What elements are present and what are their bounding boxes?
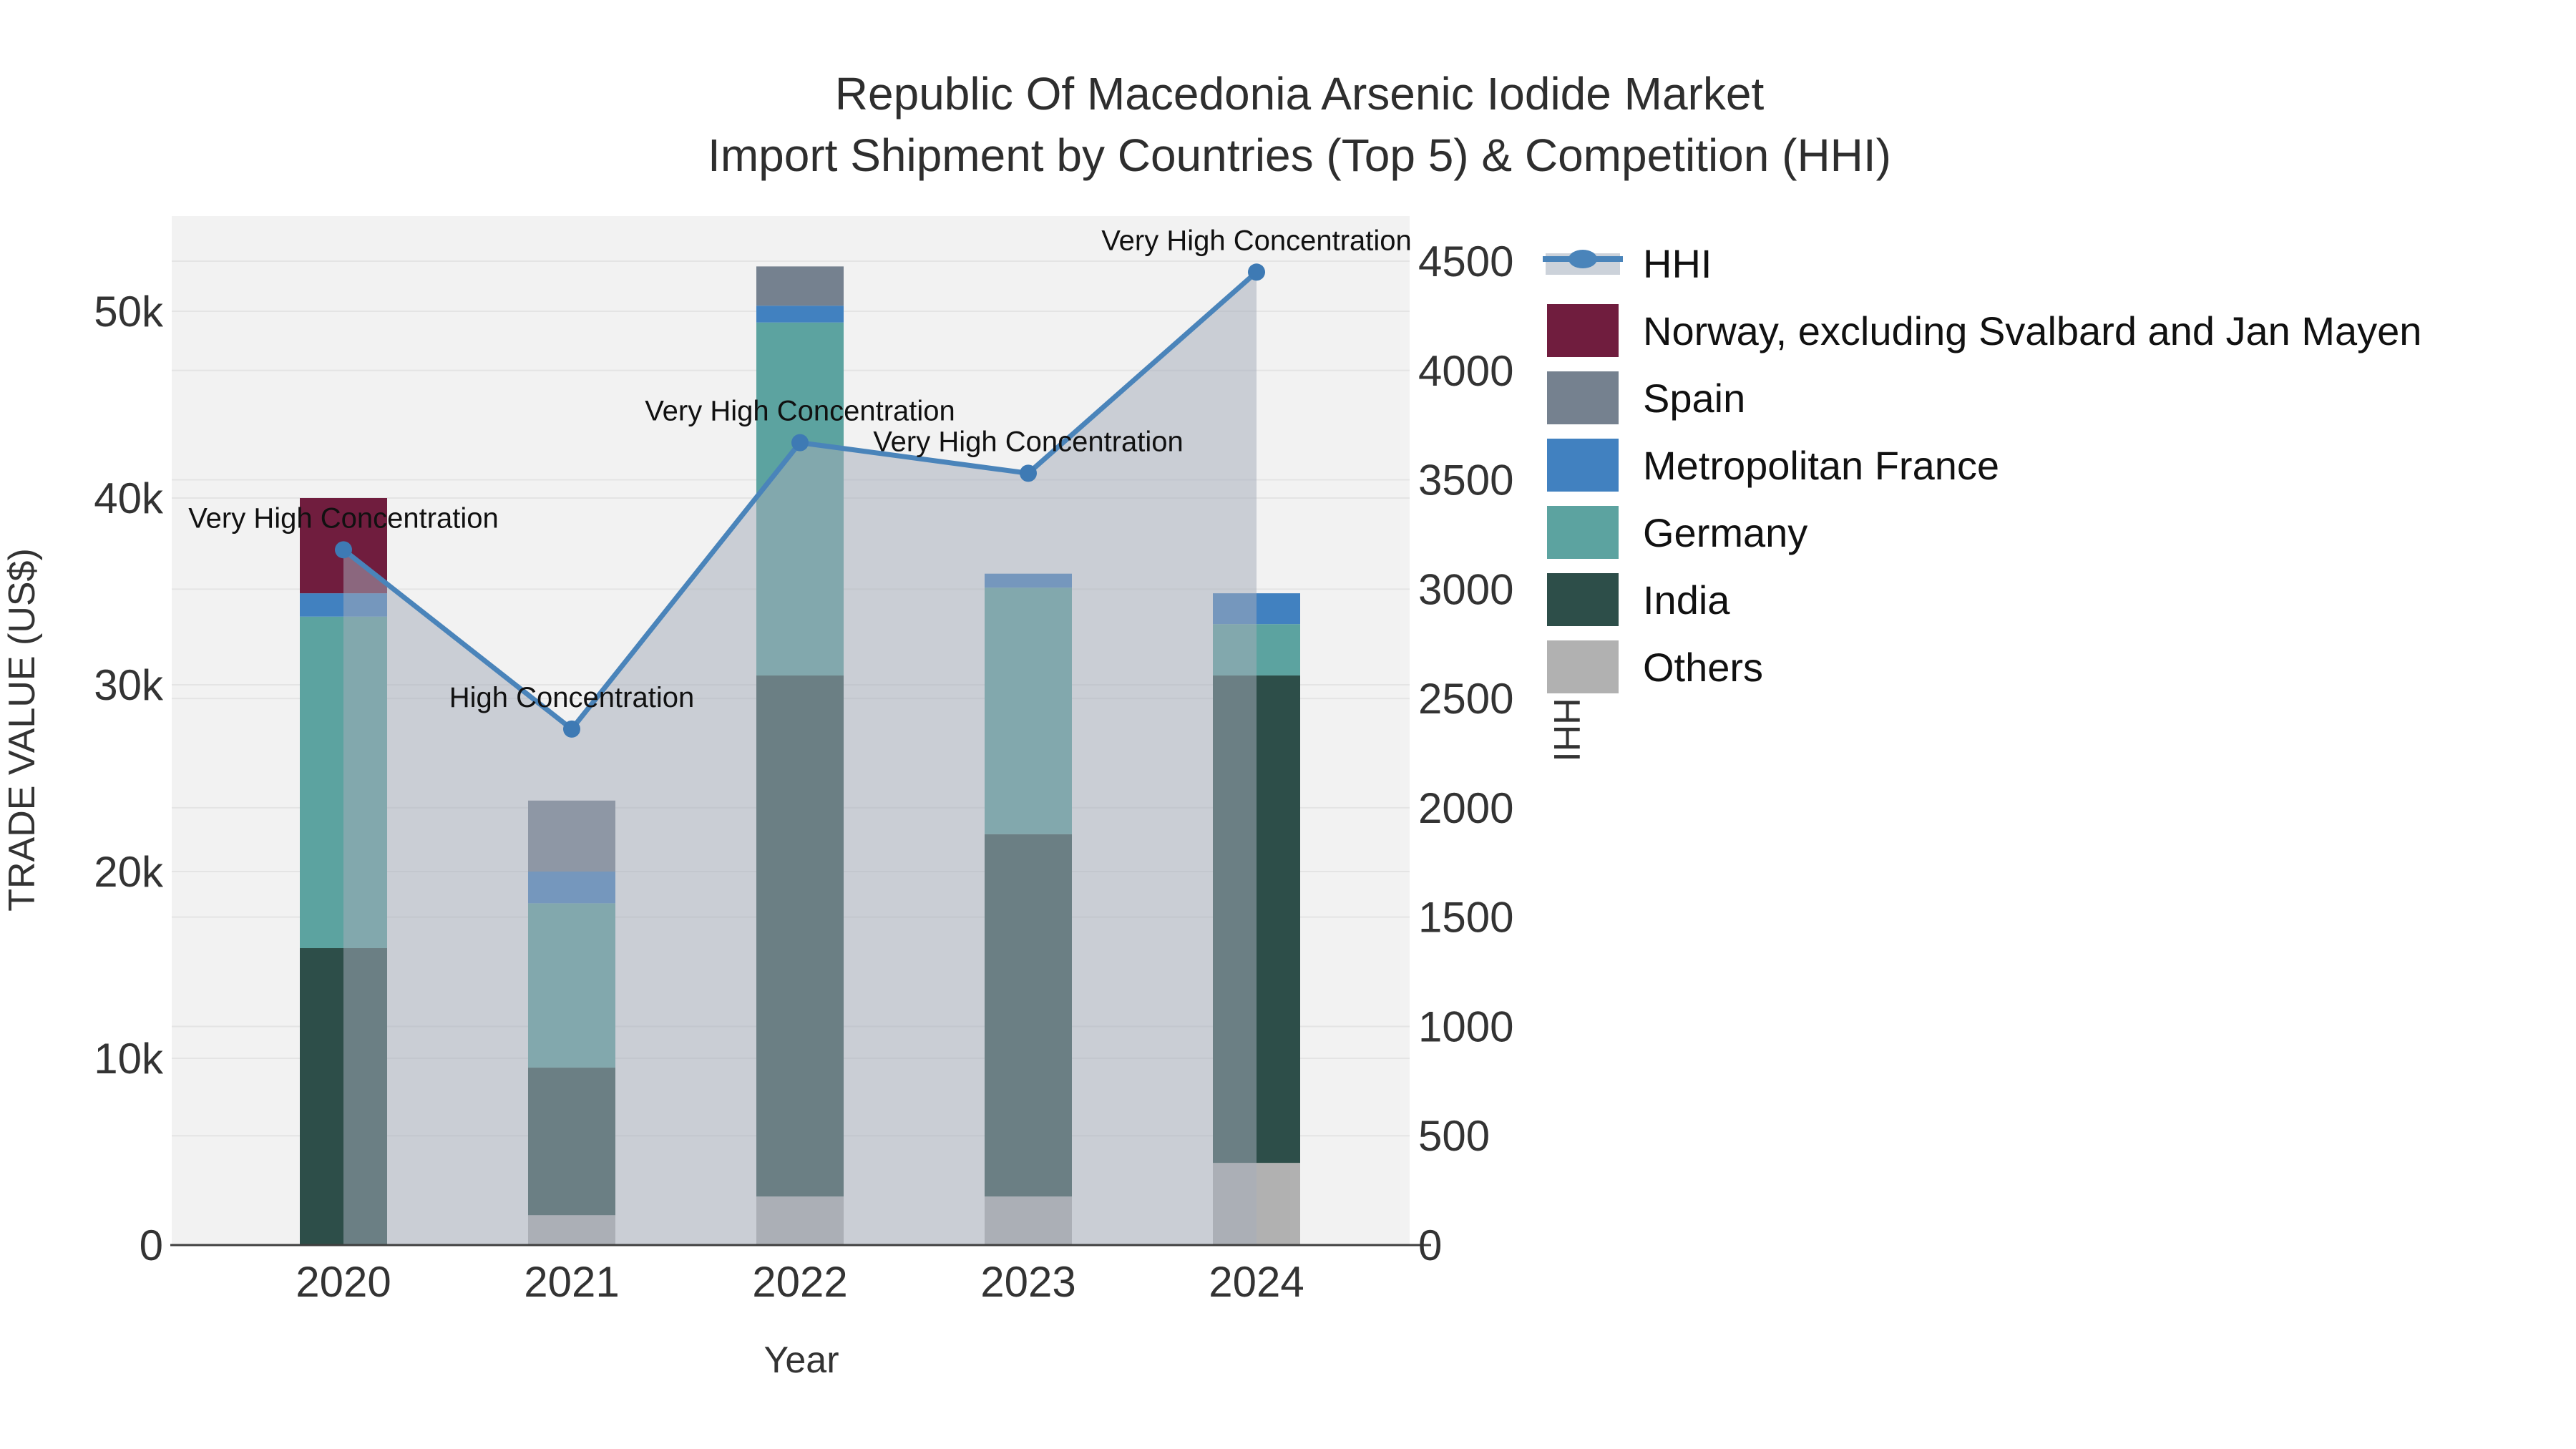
hhi-marker-2020[interactable] xyxy=(335,541,352,559)
y-right-tick-500: 500 xyxy=(1418,1112,1490,1160)
x-tick-2023: 2023 xyxy=(980,1258,1075,1306)
annotation-2024: Very High Concentration xyxy=(1101,225,1412,256)
legend-label: India xyxy=(1643,577,1730,623)
legend-swatch xyxy=(1547,640,1619,693)
x-tick-2022: 2022 xyxy=(752,1258,847,1306)
legend-label: Metropolitan France xyxy=(1643,443,1999,488)
hhi-marker-2024[interactable] xyxy=(1248,263,1265,281)
annotation-2020: Very High Concentration xyxy=(188,502,499,534)
y-left-tick-20k: 20k xyxy=(94,848,164,896)
hhi-marker-2022[interactable] xyxy=(791,434,809,452)
annotations-layer: Very High Concentration High Concentratio… xyxy=(188,225,1412,713)
y-axis-right-title: HHI xyxy=(1546,698,1587,762)
legend-swatch xyxy=(1547,573,1619,626)
y-right-tick-4000: 4000 xyxy=(1418,347,1513,395)
legend-swatch xyxy=(1547,506,1619,559)
legend-label: HHI xyxy=(1643,241,1712,286)
legend-label: Spain xyxy=(1643,376,1745,421)
y-left-tick-10k: 10k xyxy=(94,1035,164,1083)
legend-item-hhi[interactable]: HHI xyxy=(1543,241,1712,286)
hhi-area-fill-layer xyxy=(343,272,1257,1245)
legend-label: Others xyxy=(1643,645,1763,690)
x-tick-2021: 2021 xyxy=(524,1258,619,1306)
legend-item-others[interactable]: Others xyxy=(1547,640,1763,693)
annotation-2023: Very High Concentration xyxy=(873,426,1184,457)
hhi-line-layer xyxy=(335,263,1265,738)
legend-item-india[interactable]: India xyxy=(1547,573,1730,626)
annotation-2021: High Concentration xyxy=(449,682,694,713)
x-axis-title: Year xyxy=(763,1340,839,1381)
y-left-tick-50k: 50k xyxy=(94,288,164,336)
legend-label: Germany xyxy=(1643,510,1807,555)
y-right-tick-1500: 1500 xyxy=(1418,894,1513,942)
bar-segment-metropolitan-france-2022[interactable] xyxy=(756,306,844,323)
y-left-tick-40k: 40k xyxy=(94,474,164,522)
legend-item-germany[interactable]: Germany xyxy=(1547,506,1807,559)
legend-swatch xyxy=(1547,371,1619,424)
y-right-tick-2500: 2500 xyxy=(1418,675,1513,723)
y-right-tick-1000: 1000 xyxy=(1418,1002,1513,1050)
hhi-area-fill xyxy=(343,272,1257,1245)
annotation-2022: Very High Concentration xyxy=(645,396,955,427)
chart-title-line2: Import Shipment by Countries (Top 5) & C… xyxy=(708,130,1891,181)
x-tick-2020: 2020 xyxy=(296,1258,391,1306)
legend-item-metropolitan-france[interactable]: Metropolitan France xyxy=(1547,439,1999,492)
y-axis-left-title: TRADE VALUE (US$) xyxy=(1,548,43,912)
legend-item-spain[interactable]: Spain xyxy=(1547,371,1745,424)
y-left-tick-30k: 30k xyxy=(94,661,164,709)
hhi-marker-2023[interactable] xyxy=(1020,464,1037,482)
y-right-tick-3500: 3500 xyxy=(1418,457,1513,504)
chart-title-line1: Republic Of Macedonia Arsenic Iodide Mar… xyxy=(835,68,1765,119)
legend-hhi-marker xyxy=(1568,250,1597,268)
legend-item-norway-excluding-svalbard-and-jan-mayen[interactable]: Norway, excluding Svalbard and Jan Mayen xyxy=(1547,304,2421,357)
y-right-tick-0: 0 xyxy=(1418,1221,1442,1269)
legend-label: Norway, excluding Svalbard and Jan Mayen xyxy=(1643,308,2421,353)
bar-segment-spain-2022[interactable] xyxy=(756,266,844,306)
y-right-tick-2000: 2000 xyxy=(1418,784,1513,832)
tick-labels-layer: 0 10k 20k 30k 40k 50k 0 500 1000 1500 2000 2500 3000… xyxy=(94,238,1513,1306)
hhi-marker-2021[interactable] xyxy=(563,720,580,738)
legend: HHI Norway, excluding Svalbard and Jan Ma… xyxy=(1543,241,2421,693)
y-right-tick-3000: 3000 xyxy=(1418,565,1513,613)
x-tick-2024: 2024 xyxy=(1209,1258,1304,1306)
legend-swatch xyxy=(1547,439,1619,492)
legend-swatch xyxy=(1547,304,1619,357)
y-right-tick-4500: 4500 xyxy=(1418,238,1513,286)
y-left-tick-0: 0 xyxy=(140,1221,163,1269)
